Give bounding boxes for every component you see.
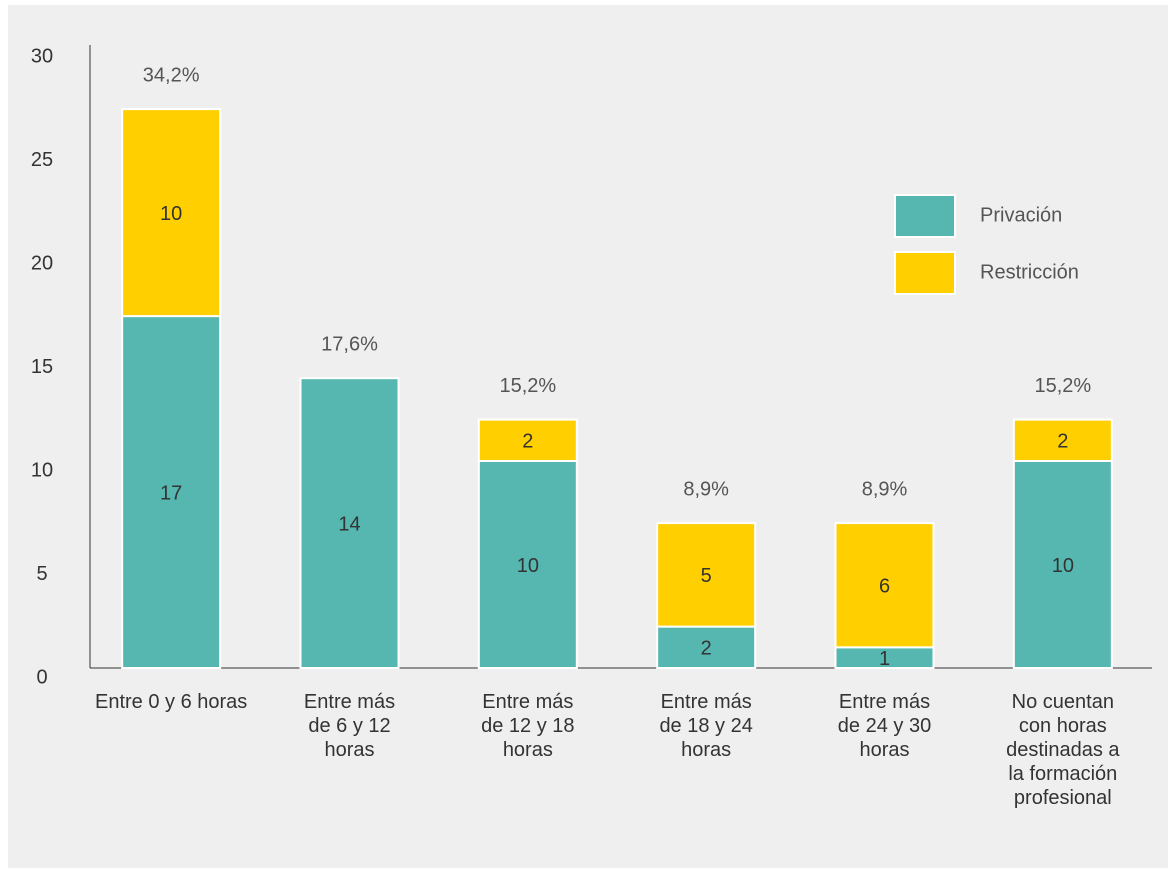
legend-label: Restricción xyxy=(980,261,1079,283)
y-tick-label: 15 xyxy=(31,356,53,378)
x-tick-label: No cuentan con horas destinadas a la for… xyxy=(1006,691,1120,809)
bar-segment xyxy=(1012,418,1113,463)
bar-segment xyxy=(1012,460,1113,669)
bar-segment xyxy=(834,522,935,649)
bar-segment xyxy=(656,522,757,628)
bar-segment xyxy=(121,108,222,318)
chart-panel: 0 5 10 15 20 25 30 17 10 34,2% 14 17,6% 10 2 15,2% 2 5 8,… xyxy=(8,5,1168,868)
y-tick-label: 25 xyxy=(31,149,53,171)
chart: 051015202530171034,2%1417,6%10215,2%258,… xyxy=(31,45,1152,688)
value-label: 10 xyxy=(160,203,182,225)
y-tick-label: 5 xyxy=(36,563,47,585)
value-label: 10 xyxy=(1052,555,1074,577)
x-tick-label: Entre más de 24 y 30 horas xyxy=(837,691,932,761)
value-label: 2 xyxy=(1057,431,1068,453)
value-label: 2 xyxy=(701,638,712,660)
value-label: 10 xyxy=(517,555,539,577)
value-label: 2 xyxy=(522,431,533,453)
x-tick-label: Entre más de 12 y 18 horas xyxy=(481,691,575,761)
bar-segment xyxy=(121,315,222,669)
value-label: 1 xyxy=(879,648,890,670)
total-label: 15,2% xyxy=(499,375,556,397)
y-tick-label: 20 xyxy=(31,252,53,274)
total-label: 15,2% xyxy=(1034,375,1091,397)
total-label: 17,6% xyxy=(321,333,378,355)
x-tick-label: Entre más de 18 y 24 horas xyxy=(659,691,753,761)
x-tick-label: Entre 0 y 6 horas xyxy=(95,691,248,713)
total-label: 8,9% xyxy=(862,478,908,500)
value-label: 6 xyxy=(879,575,890,597)
y-tick-label: 0 xyxy=(36,666,47,688)
bar-segment xyxy=(656,625,757,669)
value-label: 17 xyxy=(160,482,182,504)
legend-label: Privación xyxy=(980,204,1062,226)
x-tick-label: Entre más de 6 y 12 horas xyxy=(303,691,396,761)
y-tick-label: 10 xyxy=(31,459,53,481)
bar-segment xyxy=(477,460,578,669)
bar-segment xyxy=(299,377,400,669)
total-label: 34,2% xyxy=(143,64,200,86)
legend-swatch xyxy=(894,251,956,295)
value-label: 5 xyxy=(701,565,712,587)
total-label: 8,9% xyxy=(683,478,729,500)
value-label: 14 xyxy=(338,513,360,535)
y-tick-label: 30 xyxy=(31,45,53,67)
bar-segment xyxy=(477,418,578,463)
legend-swatch xyxy=(894,194,956,238)
